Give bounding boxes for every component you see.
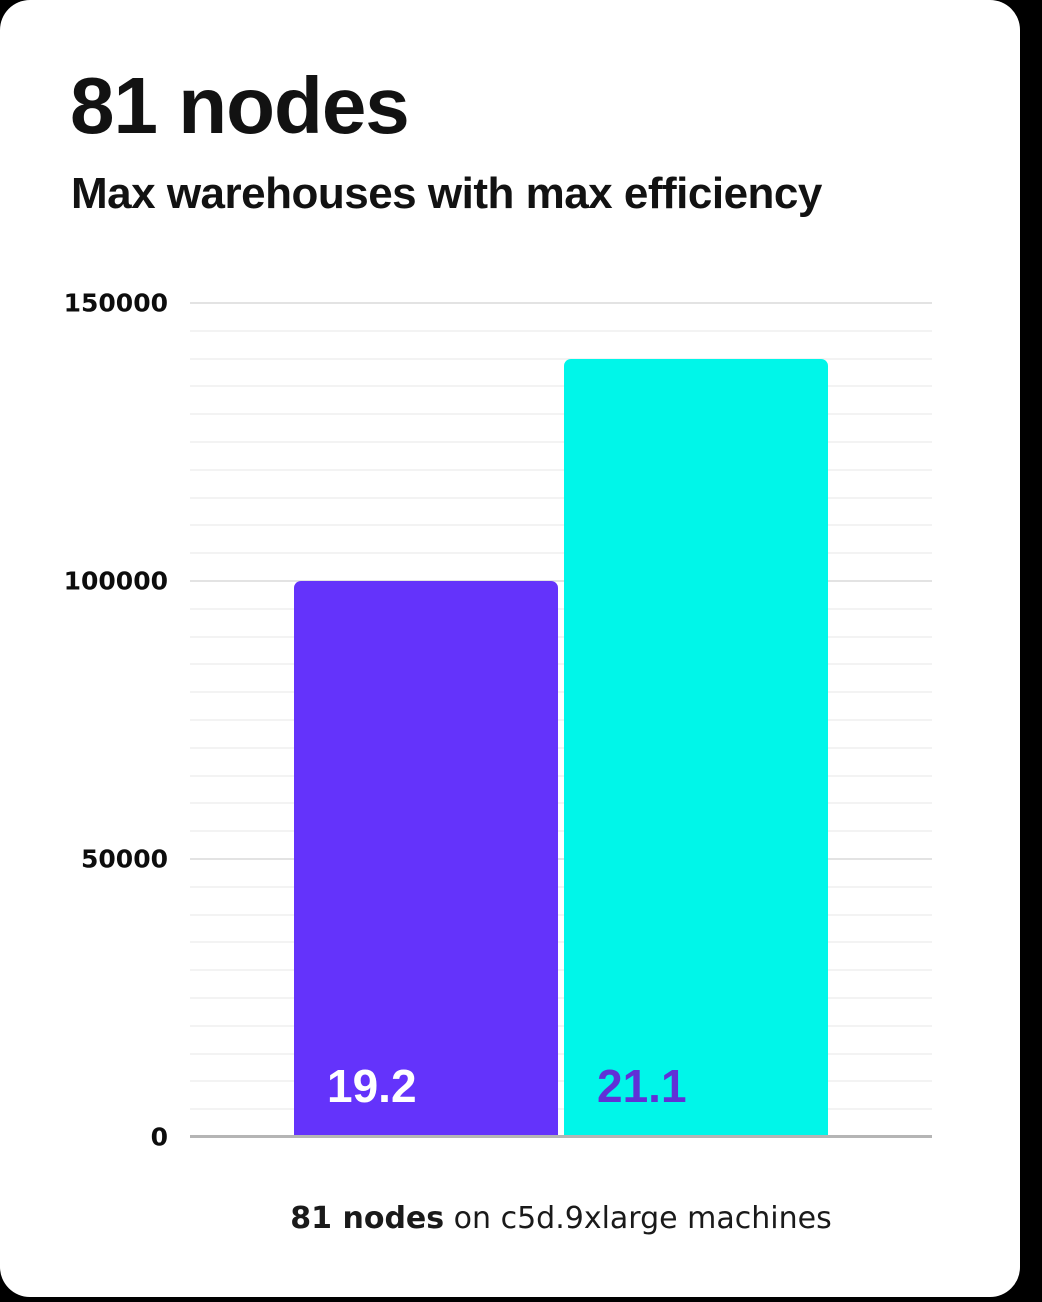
- page-subtitle: Max warehouses with max efficiency: [71, 169, 822, 218]
- caption-bold-text: 81 nodes: [290, 1201, 445, 1236]
- y-tick-label-50000: 50000: [81, 844, 168, 874]
- minor-gridline: [190, 746, 932, 749]
- minor-gridline: [190, 635, 932, 638]
- minor-gridline: [190, 663, 932, 666]
- y-tick-label-150000: 150000: [63, 288, 168, 318]
- minor-gridline: [190, 997, 932, 999]
- minor-gridline: [190, 496, 932, 499]
- minor-gridline: [190, 1108, 932, 1111]
- major-gridline: [190, 580, 932, 582]
- minor-gridline: [190, 1052, 932, 1055]
- minor-gridline: [190, 441, 932, 443]
- minor-gridline: [190, 885, 932, 888]
- minor-gridline: [190, 691, 932, 694]
- chart-card: 81 nodes Max warehouses with max efficie…: [0, 0, 1020, 1297]
- chart-caption: 81 nodes on c5d.9xlarge machines: [190, 1200, 932, 1238]
- bar-19-2: 19.2: [294, 581, 558, 1137]
- y-tick-label-0: 0: [150, 1122, 168, 1152]
- x-axis-baseline: [190, 1135, 932, 1138]
- minor-gridline: [190, 413, 932, 416]
- minor-gridline: [190, 969, 932, 972]
- minor-gridline: [190, 913, 932, 916]
- bar-value-label: 21.1: [597, 1060, 687, 1112]
- minor-gridline: [190, 607, 932, 610]
- minor-gridline: [190, 719, 932, 721]
- plot-area: 19.2 21.1: [190, 302, 932, 1138]
- page-title: 81 nodes: [70, 61, 410, 150]
- y-tick-label-100000: 100000: [63, 566, 168, 596]
- minor-gridline: [190, 1080, 932, 1083]
- minor-gridline: [190, 552, 932, 555]
- minor-gridline: [190, 357, 932, 360]
- minor-gridline: [190, 941, 932, 944]
- minor-gridline: [190, 830, 932, 833]
- major-gridline: [190, 858, 932, 860]
- minor-gridline: [190, 329, 932, 332]
- minor-gridline: [190, 774, 932, 777]
- minor-gridline: [190, 802, 932, 805]
- y-axis: 0 50000 100000 150000: [0, 289, 168, 1152]
- major-gridline: [190, 302, 932, 304]
- caption-regular-text: on c5d.9xlarge machines: [444, 1201, 832, 1236]
- minor-gridline: [190, 468, 932, 471]
- minor-gridline: [190, 524, 932, 527]
- bar-21-1: 21.1: [564, 358, 828, 1137]
- bar-value-label: 19.2: [327, 1060, 417, 1112]
- minor-gridline: [190, 1024, 932, 1027]
- minor-gridline: [190, 385, 932, 388]
